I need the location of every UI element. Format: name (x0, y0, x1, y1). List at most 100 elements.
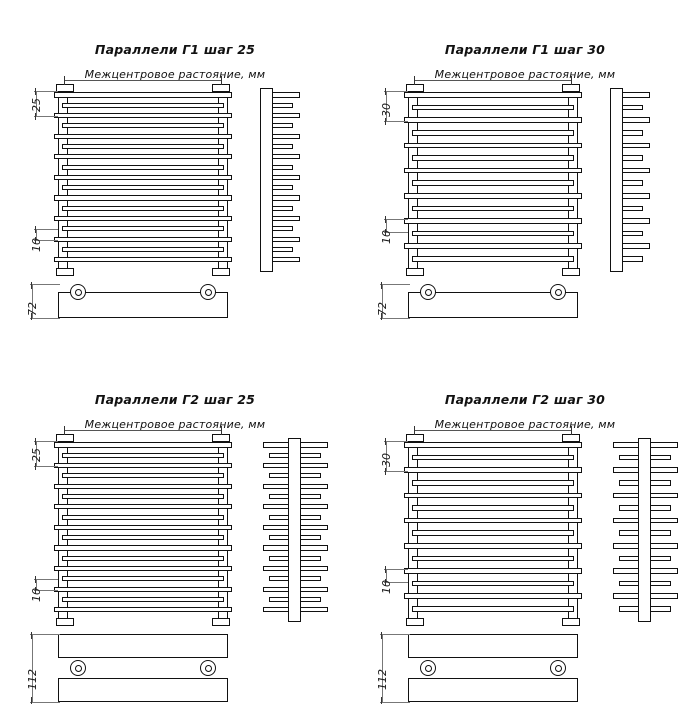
side-fin-right (650, 442, 678, 448)
cap-bottom-left (406, 618, 424, 626)
dimension-line-width (414, 430, 572, 431)
dimension-line-pitch (36, 441, 37, 466)
side-fin-left (263, 483, 289, 489)
side-fin-right (300, 586, 328, 592)
side-fin-right (622, 92, 650, 98)
front-view (404, 434, 582, 626)
side-fin-left (269, 514, 289, 520)
side-fin-right (650, 568, 678, 574)
dimension-tick-right (571, 426, 573, 435)
heating-bar (62, 143, 224, 150)
heating-bar (404, 243, 582, 250)
gap-tick-bottom (385, 579, 387, 587)
side-fin-right (650, 555, 671, 562)
side-fin-right (622, 142, 650, 149)
side-fin-left (613, 593, 639, 600)
side-fin-left (269, 535, 289, 541)
side-fin-right (650, 454, 671, 461)
depth-tick-top (381, 282, 383, 289)
manifold-body-top (58, 634, 228, 658)
side-fin-right (300, 576, 321, 582)
extension-line-depth-bottom (380, 318, 410, 319)
side-fin-right (300, 555, 321, 561)
side-fin-right (272, 257, 300, 263)
cap-top-right (212, 434, 230, 442)
pitch-tick-top (35, 88, 37, 95)
extension-line-pitch-bottom (34, 115, 58, 117)
side-fin-right (622, 117, 650, 124)
side-fin-left (269, 596, 289, 603)
extension-line-pitch-bottom (34, 465, 58, 467)
side-fin-right (650, 593, 678, 600)
dimension-label-gap: 10 (380, 580, 393, 595)
side-fin-left (619, 454, 639, 461)
heating-bar (412, 155, 574, 161)
cap-top-right (212, 84, 230, 92)
side-fin-right (622, 129, 643, 136)
extension-line-depth-top (380, 284, 410, 285)
side-fin-right (272, 92, 300, 98)
side-fin-left (263, 566, 289, 572)
heating-bar (404, 517, 582, 524)
heating-bar (62, 493, 224, 500)
depth-tick-top (31, 632, 33, 639)
heating-bar (412, 580, 574, 587)
side-fin-right (650, 542, 678, 549)
side-fin-right (272, 195, 300, 201)
side-fin-right (300, 596, 321, 603)
heating-bar (62, 164, 224, 170)
cap-top-left (406, 84, 424, 92)
front-view (54, 84, 232, 276)
dimension-tick-left (64, 426, 66, 435)
side-fin-right (272, 113, 300, 119)
heating-bar (54, 483, 232, 489)
dimension-line-pitch (386, 441, 387, 472)
heating-bar (412, 605, 574, 612)
heating-bar (412, 104, 574, 111)
dimension-label-pitch: 30 (380, 103, 393, 118)
dimension-line-depth (32, 284, 33, 318)
side-fin-left (613, 467, 639, 474)
pitch-tick-bottom (35, 462, 37, 470)
pitch-tick-bottom (385, 118, 387, 126)
cap-bottom-left (56, 268, 74, 276)
panel-title: Параллели Г2 шаг 30 (444, 392, 606, 407)
heating-bar (412, 129, 574, 136)
depth-tick-bottom (381, 313, 383, 320)
dimension-tick-left (414, 76, 416, 85)
heating-bar (404, 568, 582, 574)
heating-bar (404, 142, 582, 149)
cap-top-right (562, 84, 580, 92)
side-fin-right (300, 442, 328, 448)
side-fin-left (619, 555, 639, 562)
heating-bar (54, 216, 232, 222)
side-fin-right (272, 143, 293, 150)
extension-line-gap-top (384, 219, 408, 221)
side-fin-right (622, 218, 650, 224)
heating-bar (62, 102, 224, 108)
cap-bottom-left (56, 618, 74, 626)
side-spine (260, 88, 273, 272)
extension-line-depth-bottom (30, 318, 60, 319)
dimension-tick-left (414, 426, 416, 435)
heating-bar (54, 566, 232, 572)
side-fin-right (650, 530, 671, 537)
panel-subtitle: Межцентровое растояние, мм (434, 418, 616, 431)
extension-line-depth-top (30, 284, 60, 285)
side-fin-right (300, 493, 321, 500)
dimension-line-gap (36, 228, 37, 240)
heating-bar (62, 123, 224, 129)
extension-line-gap-top (34, 228, 58, 230)
side-fin-right (272, 246, 293, 253)
front-view (404, 84, 582, 276)
side-fin-left (263, 586, 289, 592)
manifold-body (58, 292, 228, 318)
panel-subtitle: Межцентровое растояние, мм (434, 68, 616, 81)
cap-bottom-right (212, 268, 230, 276)
panel-title: Параллели Г1 шаг 25 (94, 42, 256, 57)
heating-bar (62, 185, 224, 191)
dimension-label-pitch: 25 (30, 97, 43, 112)
heating-bar (404, 218, 582, 224)
dimension-label-depth: 112 (26, 669, 39, 690)
dimension-label-gap: 10 (30, 237, 43, 252)
